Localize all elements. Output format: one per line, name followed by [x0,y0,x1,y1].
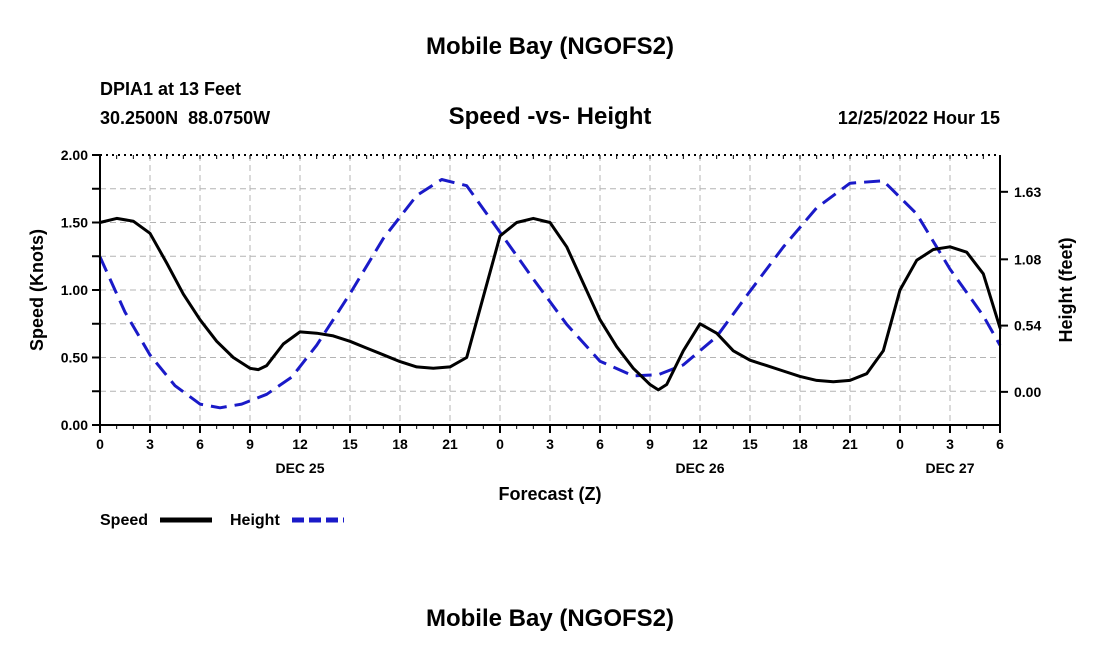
legend: Speed Height [100,512,344,529]
x-tick-label: 9 [646,436,654,452]
tick-labels: 0 3 6 9 12 15 18 21 0 3 6 9 12 15 18 21 0 3 6 DEC 25 DEC 26 D… [61,147,1042,476]
x-tick-label: 6 [996,436,1004,452]
legend-height-label: Height [230,512,280,529]
x-tick-label: 18 [792,436,808,452]
speed-series-line [98,216,1002,392]
x-tick-label: 6 [196,436,204,452]
axes [92,154,1008,433]
chart-title: Speed -vs- Height [449,103,652,130]
date-label: DEC 27 [925,460,974,476]
y2-tick-label: 0.00 [1014,384,1041,400]
y-axis-label: Speed (Knots) [27,229,47,351]
y-tick-label: 1.00 [61,282,88,298]
x-tick-label: 0 [896,436,904,452]
x-tick-label: 15 [342,436,358,452]
x-tick-label: 0 [496,436,504,452]
legend-speed-label: Speed [100,512,148,529]
x-tick-label: 21 [442,436,458,452]
station-label: DPIA1 at 13 Feet [100,79,241,99]
y-tick-label: 0.50 [61,350,88,366]
main-title: Mobile Bay (NGOFS2) [426,33,674,60]
x-tick-label: 3 [146,436,154,452]
x-tick-label: 12 [292,436,308,452]
date-label: DEC 26 [675,460,724,476]
y-tick-label: 1.50 [61,215,88,231]
x-tick-label: 9 [246,436,254,452]
x-tick-label: 21 [842,436,858,452]
x-tick-label: 0 [96,436,104,452]
x-tick-label: 15 [742,436,758,452]
x-tick-label: 3 [946,436,954,452]
date-label: DEC 25 [275,460,324,476]
y-tick-label: 2.00 [61,147,88,163]
y2-tick-label: 1.63 [1014,184,1041,200]
grid-lines [100,155,1000,425]
series-lines [98,178,1002,410]
footer-title: Mobile Bay (NGOFS2) [426,605,674,632]
x-tick-label: 18 [392,436,408,452]
x-tick-label: 12 [692,436,708,452]
y-tick-label: 0.00 [61,417,88,433]
forecast-date-label: 12/25/2022 Hour 15 [838,108,1000,128]
x-tick-label: 6 [596,436,604,452]
y2-tick-label: 1.08 [1014,251,1041,267]
x-axis-label: Forecast (Z) [498,484,601,504]
y2-tick-label: 0.54 [1014,318,1041,334]
y2-axis-label: Height (feet) [1056,238,1076,343]
coordinates-label: 30.2500N 88.0750W [100,108,270,128]
x-tick-label: 3 [546,436,554,452]
height-series-line [98,178,1002,410]
